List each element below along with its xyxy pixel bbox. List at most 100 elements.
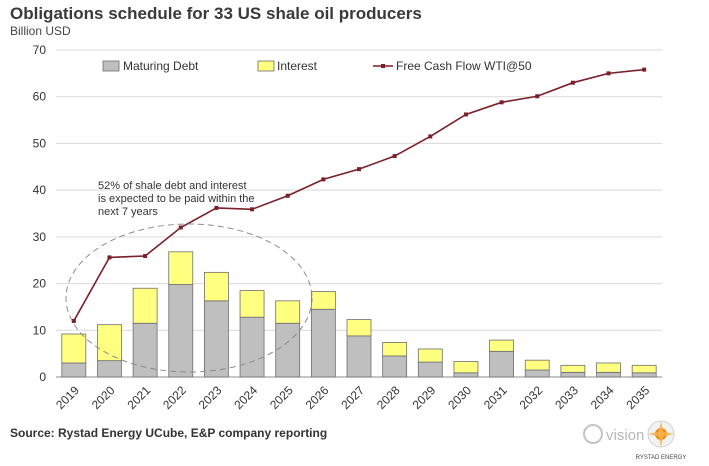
- y-tick-label: 30: [33, 230, 47, 244]
- y-tick-label: 20: [33, 277, 47, 291]
- logo-text: RYSTAD ENERGY: [636, 455, 687, 461]
- bars: [61, 251, 657, 378]
- bar-maturing-debt: [132, 322, 158, 378]
- y-tick-label: 60: [33, 90, 47, 104]
- x-tick-label: 2033: [552, 383, 581, 412]
- fcf-point: [463, 112, 468, 117]
- fcf-point: [321, 177, 326, 182]
- x-tick-label: 2028: [374, 383, 403, 412]
- fcf-point: [642, 67, 647, 72]
- bar-interest: [61, 333, 87, 364]
- bar-maturing-debt: [560, 371, 586, 378]
- y-tick-label: 10: [33, 323, 47, 337]
- fcf-point: [357, 167, 361, 172]
- bar-interest: [596, 362, 621, 373]
- bar-maturing-debt: [204, 300, 229, 378]
- x-tick-label: 2030: [445, 383, 474, 412]
- x-axis-ticks: 2019 2020 2021 2022 2023 2024 2025 2026 2027 2028…: [53, 383, 652, 412]
- fcf-point: [535, 94, 540, 99]
- free-cash-flow-line: [71, 67, 647, 323]
- x-tick-label: 2032: [517, 383, 546, 412]
- bar-interest: [239, 290, 265, 318]
- bar-interest: [275, 300, 301, 324]
- rystad-logo: RYSTAD ENERGY: [636, 420, 687, 461]
- legend-label-fcf: Free Cash Flow WTI@50: [396, 59, 532, 73]
- annotation-text-line: 52% of shale debt and interest: [98, 180, 247, 192]
- chart-title: Obligations schedule for 33 US shale oil…: [10, 4, 422, 23]
- legend-swatch-interest: [257, 60, 275, 72]
- fcf-point: [250, 207, 255, 212]
- annotation-text-line: next 7 years: [98, 206, 158, 218]
- x-tick-label: 2024: [231, 383, 260, 412]
- bar-interest: [346, 319, 372, 337]
- x-tick-label: 2020: [89, 383, 118, 412]
- y-axis-unit: Billion USD: [10, 24, 71, 38]
- x-tick-label: 2025: [267, 383, 296, 412]
- y-tick-label: 40: [33, 183, 47, 197]
- bar-interest: [310, 291, 336, 310]
- source-note: Source: Rystad Energy UCube, E&P company…: [10, 426, 328, 440]
- fcf-point: [606, 71, 611, 76]
- y-tick-label: 70: [33, 43, 47, 57]
- x-tick-label: 2021: [124, 383, 153, 412]
- legend-marker-fcf: [381, 64, 385, 68]
- bar-maturing-debt: [346, 335, 372, 378]
- fcf-point: [285, 193, 290, 198]
- fcf-point: [570, 80, 575, 85]
- bar-interest: [631, 364, 657, 374]
- y-tick-label: 50: [33, 136, 47, 150]
- fcf-point: [428, 134, 433, 139]
- x-tick-label: 2031: [481, 383, 510, 412]
- bar-interest: [417, 348, 443, 363]
- legend-label-interest: Interest: [277, 59, 318, 73]
- bar-maturing-debt: [524, 369, 550, 378]
- fcf-point: [71, 318, 76, 323]
- fcf-point: [214, 205, 219, 210]
- bar-interest: [97, 324, 122, 362]
- fcf-point: [107, 255, 112, 260]
- bar-maturing-debt: [631, 372, 657, 378]
- bar-maturing-debt: [61, 362, 87, 378]
- y-tick-label: 0: [39, 370, 46, 384]
- x-tick-label: 2022: [160, 383, 189, 412]
- bar-maturing-debt: [275, 322, 301, 378]
- legend-label-maturing-debt: Maturing Debt: [123, 59, 199, 73]
- bar-interest: [204, 271, 229, 302]
- legend-swatch-maturing-debt: [102, 60, 120, 72]
- x-tick-label: 2023: [196, 383, 225, 412]
- fcf-point: [178, 225, 183, 230]
- bar-maturing-debt: [310, 308, 336, 378]
- bar-interest: [453, 361, 479, 374]
- fcf-point: [392, 154, 397, 159]
- bar-maturing-debt: [97, 360, 122, 378]
- fcf-point: [143, 254, 148, 259]
- legend: Maturing Debt Interest Free Cash Flow WTI@…: [102, 59, 532, 73]
- watermark-icon: [583, 424, 603, 444]
- bar-interest: [560, 364, 586, 373]
- x-tick-label: 2019: [53, 383, 82, 412]
- annotation-ellipse: [65, 223, 313, 373]
- bar-maturing-debt: [239, 316, 265, 378]
- annotation-text-line: is expected to be paid within the: [98, 193, 255, 205]
- x-tick-label: 2027: [338, 383, 367, 412]
- bar-interest: [524, 359, 550, 371]
- bar-interest: [382, 342, 408, 357]
- y-axis-ticks: 0 10 20 30 40 50 60 70: [33, 43, 47, 384]
- bar-maturing-debt: [489, 350, 514, 378]
- bar-maturing-debt: [168, 284, 194, 378]
- bar-maturing-debt: [417, 361, 443, 378]
- bar-interest: [132, 287, 158, 324]
- x-tick-label: 2034: [588, 383, 617, 412]
- bar-interest: [489, 339, 514, 352]
- vision-watermark: vision: [583, 424, 644, 444]
- x-tick-label: 2026: [303, 383, 332, 412]
- x-tick-label: 2035: [624, 383, 653, 412]
- bar-maturing-debt: [382, 355, 408, 378]
- bar-maturing-debt: [596, 371, 621, 378]
- bar-maturing-debt: [453, 372, 479, 378]
- fcf-point: [499, 100, 504, 105]
- x-tick-label: 2029: [410, 383, 439, 412]
- bar-interest: [168, 251, 194, 285]
